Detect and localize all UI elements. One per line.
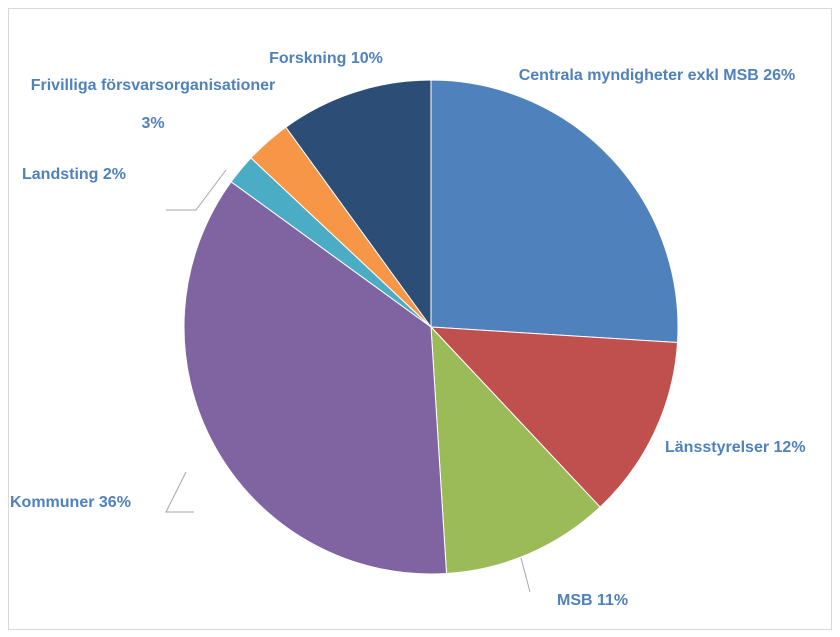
label-category: MSB — [557, 592, 593, 609]
label-value: 10% — [350, 50, 383, 67]
label-category: Länsstyrelser — [665, 439, 770, 456]
label-category: Centrala myndigheter exkl MSB — [518, 67, 759, 84]
label-category: Frivilliga försvarsorganisationer — [30, 77, 276, 94]
data-label: MSB 11% — [557, 586, 677, 615]
pie — [183, 79, 679, 575]
data-label: Kommuner 36% — [10, 488, 210, 517]
label-value: 36% — [98, 494, 131, 511]
data-label: Frivilliga försvarsorganisationer 3% — [22, 67, 284, 143]
label-category: Kommuner — [10, 494, 95, 511]
pie-slice — [429, 326, 679, 508]
pie-slice — [430, 325, 601, 575]
leader-line — [520, 557, 531, 593]
pie-slice — [183, 181, 448, 575]
label-category: Landsting — [22, 166, 99, 183]
label-value: 12% — [773, 439, 806, 456]
label-value: 26% — [763, 67, 796, 84]
data-label: Landsting 2% — [22, 160, 202, 189]
label-value: 2% — [102, 166, 127, 183]
label-category: Forskning — [269, 50, 347, 67]
pie-slice — [430, 79, 679, 344]
leader-line — [165, 471, 194, 513]
data-label: Forskning 10% — [240, 44, 412, 73]
pie-slice — [285, 79, 432, 329]
label-value: 3% — [141, 115, 165, 132]
leader-line — [166, 169, 227, 211]
data-label: Länsstyrelser 12% — [665, 433, 840, 462]
data-label: Centrala myndigheter exkl MSB 26% — [497, 61, 817, 90]
label-value: 11% — [597, 592, 629, 609]
